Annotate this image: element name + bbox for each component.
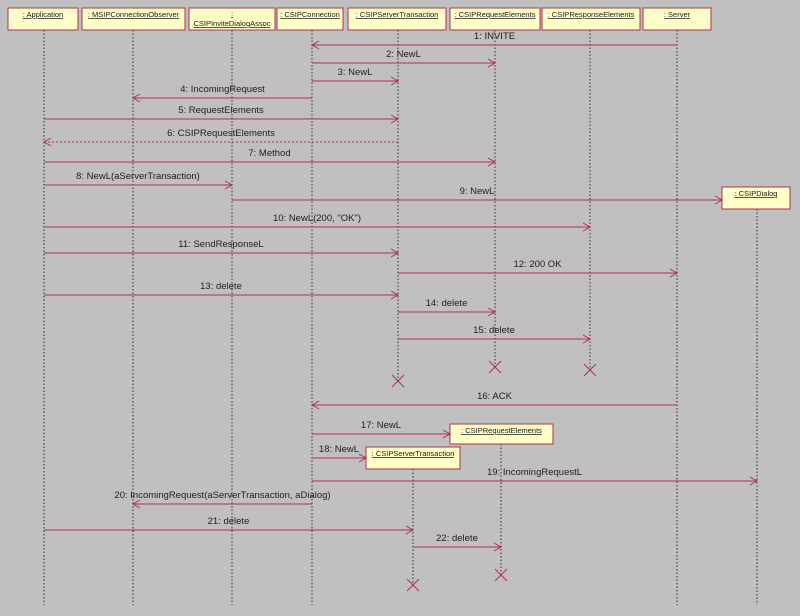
object-box-obs[interactable] [81,7,186,31]
message-label: 17: NewL [361,420,401,431]
arrowhead-icon [390,76,400,86]
object-label: : CSIPRequestElements [461,426,542,435]
arrowhead-icon [224,180,234,190]
message-label: 8: NewL(aServerTransaction) [76,171,200,182]
arrowhead-icon [749,476,759,486]
arrowhead-icon [487,58,497,68]
destroy-x-icon [488,360,502,374]
message-label: 2: NewL [386,49,421,60]
arrowhead-icon [310,400,320,410]
message-label: 3: NewL [338,67,373,78]
object-label: : MSIPConnectionObserver [88,10,180,19]
message-label: 19: IncomingRequestL [487,467,582,478]
message-label: 16: ACK [477,391,513,402]
object-label: : CSIPRequestElements [455,10,536,19]
arrowhead-icon [310,40,320,50]
message-label: 9: NewL [460,186,495,197]
arrowhead-icon [487,157,497,167]
message-label: 1: INVITE [474,31,515,42]
arrowhead-icon [42,137,52,147]
destroy-x-icon [391,374,405,388]
message-label: 10: NewL(200, "OK") [273,213,361,224]
message-label: 14: delete [426,298,468,309]
destroy-x-icon [406,578,420,592]
object-box-app[interactable] [7,7,79,31]
arrowhead-icon [390,290,400,300]
object-label: : CSIPResponseElements [548,10,635,19]
object-box-dlg[interactable] [721,186,791,210]
object-box-stx[interactable] [347,7,447,31]
object-box-assoc[interactable] [188,7,276,31]
object-label: : CSIPDialog [735,189,778,198]
message-label: 21: delete [208,516,250,527]
message-label: 6: CSIPRequestElements [167,128,275,139]
object-label: CSIPInviteDialogAssoc [193,19,270,28]
object-label: : CSIPServerTransaction [372,449,455,458]
arrowhead-icon [487,307,497,317]
message-label: 7: Method [248,148,290,159]
message-label: 20: IncomingRequest(aServerTransaction, … [114,490,330,501]
arrowhead-icon [442,429,452,439]
arrowhead-icon [582,334,592,344]
arrowhead-icon [390,248,400,258]
arrowhead-icon [493,542,503,552]
arrowhead-icon [358,453,368,463]
destroy-x-icon [583,363,597,377]
object-label: : Application [23,10,63,19]
message-label: 12: 200 OK [513,259,562,270]
message-label: 18: NewL [319,444,359,455]
object-box-req[interactable] [449,7,541,31]
object-label: : [231,9,233,18]
message-label: 4: IncomingRequest [180,84,265,95]
object-label: : CSIPConnection [280,10,340,19]
object-label: : Server [664,10,691,19]
message-label: 15: delete [473,325,515,336]
message-label: 5: RequestElements [178,105,264,116]
message-label: 22: delete [436,533,478,544]
object-box-srv[interactable] [642,7,712,31]
arrowhead-icon [390,114,400,124]
arrowhead-icon [582,222,592,232]
arrowhead-icon [131,499,141,509]
message-label: 13: delete [200,281,242,292]
arrowhead-icon [669,268,679,278]
object-box-resp[interactable] [541,7,641,31]
message-label: 11: SendResponseL [178,239,263,250]
destroy-x-icon [494,568,508,582]
arrowhead-icon [714,195,724,205]
arrowhead-icon [405,525,415,535]
arrowhead-icon [131,93,141,103]
object-label: : CSIPServerTransaction [356,10,439,19]
object-box-conn[interactable] [276,7,344,31]
